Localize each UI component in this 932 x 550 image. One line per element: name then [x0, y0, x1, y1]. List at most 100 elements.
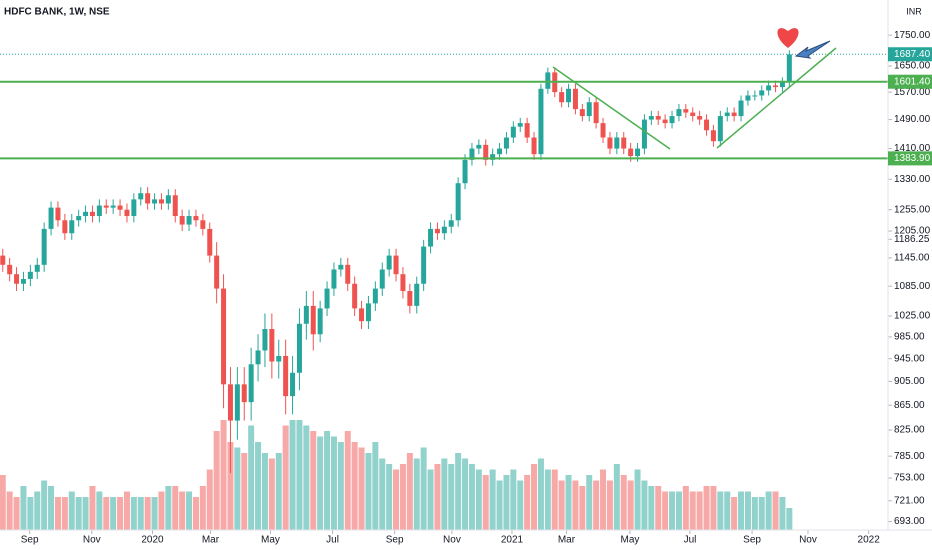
candle-body: [283, 355, 289, 397]
candle-body: [296, 323, 302, 373]
candle-body: [152, 199, 158, 204]
volume-bar: [551, 469, 558, 530]
candle-body: [400, 274, 406, 292]
volume-bar: [606, 480, 613, 530]
volume-bar: [372, 442, 379, 530]
candle-body: [669, 116, 675, 124]
price-label: 1383.90: [894, 153, 931, 164]
candle-body: [455, 183, 461, 221]
volume-bar: [213, 431, 220, 530]
y-tick-label: 1186.25: [894, 234, 930, 245]
volume-bar: [696, 491, 703, 530]
candle-body: [214, 255, 220, 289]
candle-body: [497, 148, 503, 155]
candle-body: [365, 303, 371, 322]
volume-bar: [123, 491, 130, 530]
y-tick-label: 785.00: [894, 451, 925, 462]
volume-bar: [275, 453, 282, 530]
y-tick-label: 1570.00: [894, 87, 931, 98]
volume-bar: [738, 491, 745, 530]
y-tick-label: 1085.00: [894, 281, 931, 292]
y-tick-label: 1490.00: [894, 114, 931, 125]
y-tick-label: 693.00: [894, 516, 925, 527]
candle-body: [434, 228, 440, 234]
candle-body: [352, 283, 358, 309]
candle-body: [200, 220, 206, 229]
candle-body: [407, 291, 413, 306]
volume-bar: [144, 497, 151, 530]
candle-body: [227, 384, 233, 421]
volume-bar: [41, 480, 48, 530]
volume-bar: [634, 469, 641, 530]
candle-body: [724, 112, 730, 117]
candle-layer: [0, 50, 888, 474]
y-tick-label: 985.00: [894, 332, 925, 343]
candle-body: [62, 220, 68, 234]
volume-bar: [199, 486, 206, 530]
y-tick-label: 945.00: [894, 353, 925, 364]
candle-body: [490, 154, 496, 160]
y-tick-label: 721.00: [894, 495, 925, 506]
candle-body: [34, 264, 40, 272]
candle-body: [566, 88, 572, 103]
volume-bar: [399, 464, 406, 530]
volume-bar: [751, 497, 758, 530]
volume-bar: [130, 497, 137, 530]
y-tick-label: 1410.00: [894, 143, 931, 154]
candle-body: [697, 116, 703, 120]
candle-body: [124, 209, 130, 217]
y-tick-label: 1025.00: [894, 311, 931, 322]
x-tick-label: Sep: [743, 535, 761, 546]
volume-bar: [248, 425, 255, 530]
x-tick-label: 2022: [858, 535, 881, 546]
volume-bar: [558, 480, 565, 530]
candle-body: [359, 308, 365, 322]
volume-bar: [0, 475, 6, 530]
volume-bar: [703, 486, 710, 530]
candle-body: [607, 137, 613, 149]
volume-bar: [482, 475, 489, 530]
candle-body: [414, 283, 420, 306]
volume-bar: [358, 447, 365, 530]
candle-body: [448, 220, 454, 227]
candle-body: [7, 264, 13, 275]
volume-bar: [268, 458, 275, 530]
candle-body: [158, 199, 164, 204]
volume-bar: [579, 486, 586, 530]
volume-bar: [296, 420, 303, 530]
candle-body: [262, 329, 268, 351]
x-tick-label: Nov: [443, 535, 461, 546]
candle-body: [538, 88, 544, 155]
volume-bar: [117, 497, 124, 530]
candle-body: [662, 119, 668, 124]
volume-bar: [689, 491, 696, 530]
volume-bar: [613, 464, 620, 530]
y-tick-label: 1145.00: [894, 253, 930, 264]
candle-body: [545, 72, 551, 89]
candle-body: [779, 82, 785, 88]
price-label: 1687.40: [894, 49, 931, 60]
candle-body: [317, 308, 323, 335]
candle-body: [103, 205, 109, 208]
volume-bar: [158, 491, 165, 530]
candle-body: [766, 85, 772, 91]
candle-body: [635, 148, 641, 157]
volume-bar: [758, 497, 765, 530]
volume-bar: [206, 469, 213, 530]
candle-body: [655, 116, 661, 120]
volume-bar: [317, 436, 324, 530]
volume-bar: [27, 497, 34, 530]
candle-body: [717, 116, 723, 142]
candle-body: [759, 90, 765, 96]
candle-body: [269, 329, 275, 362]
volume-bar: [468, 464, 475, 530]
volume-bar: [600, 469, 607, 530]
candle-body: [207, 228, 213, 256]
candle-body: [593, 102, 599, 124]
candle-body: [255, 350, 261, 365]
currency-box: [903, 3, 925, 19]
candle-body: [248, 364, 254, 403]
volume-bar: [455, 453, 462, 530]
volume-bar: [765, 491, 772, 530]
